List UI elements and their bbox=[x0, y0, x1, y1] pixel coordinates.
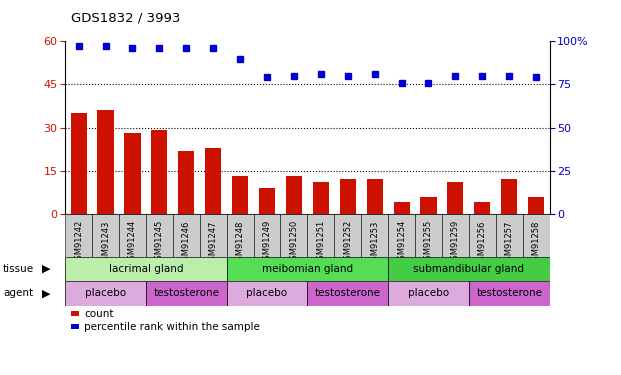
Bar bbox=[496, 214, 523, 257]
Text: GDS1832 / 3993: GDS1832 / 3993 bbox=[71, 11, 181, 24]
Text: GSM91256: GSM91256 bbox=[478, 220, 487, 266]
Text: count: count bbox=[84, 309, 114, 319]
Bar bbox=[200, 214, 227, 257]
Text: GSM91254: GSM91254 bbox=[397, 220, 406, 266]
Text: ▶: ▶ bbox=[42, 264, 51, 274]
Text: placebo: placebo bbox=[408, 288, 449, 298]
Bar bbox=[281, 214, 307, 257]
Text: tissue: tissue bbox=[3, 264, 34, 274]
Bar bbox=[366, 179, 383, 214]
Bar bbox=[124, 133, 140, 214]
Text: lacrimal gland: lacrimal gland bbox=[109, 264, 183, 274]
Text: GSM91251: GSM91251 bbox=[316, 220, 325, 266]
Bar bbox=[97, 110, 114, 214]
Bar bbox=[146, 281, 227, 306]
Bar bbox=[420, 196, 437, 214]
Text: GSM91257: GSM91257 bbox=[505, 220, 514, 266]
Bar bbox=[232, 176, 248, 214]
Bar bbox=[523, 214, 550, 257]
Bar bbox=[388, 214, 415, 257]
Bar bbox=[178, 150, 194, 214]
Text: GSM91248: GSM91248 bbox=[235, 220, 245, 266]
Bar bbox=[119, 214, 146, 257]
Bar bbox=[415, 214, 442, 257]
Bar bbox=[227, 257, 388, 281]
Bar bbox=[469, 214, 496, 257]
Text: ▶: ▶ bbox=[42, 288, 51, 298]
Text: GSM91252: GSM91252 bbox=[343, 220, 352, 266]
Bar bbox=[92, 214, 119, 257]
Text: placebo: placebo bbox=[85, 288, 126, 298]
Text: meibomian gland: meibomian gland bbox=[262, 264, 353, 274]
Bar bbox=[340, 179, 356, 214]
Bar bbox=[71, 113, 87, 214]
Text: GSM91243: GSM91243 bbox=[101, 220, 110, 266]
Text: percentile rank within the sample: percentile rank within the sample bbox=[84, 322, 260, 332]
Bar bbox=[227, 214, 253, 257]
Bar bbox=[469, 281, 550, 306]
Bar bbox=[173, 214, 200, 257]
Text: GSM91245: GSM91245 bbox=[155, 220, 164, 266]
Text: submandibular gland: submandibular gland bbox=[414, 264, 524, 274]
Text: GSM91247: GSM91247 bbox=[209, 220, 218, 266]
Text: GSM91253: GSM91253 bbox=[370, 220, 379, 266]
Text: testosterone: testosterone bbox=[476, 288, 542, 298]
Bar bbox=[501, 179, 517, 214]
Bar bbox=[447, 182, 463, 214]
Text: GSM91259: GSM91259 bbox=[451, 220, 460, 266]
Bar bbox=[528, 196, 544, 214]
Text: GSM91246: GSM91246 bbox=[182, 220, 191, 266]
Bar bbox=[313, 182, 329, 214]
Text: GSM91249: GSM91249 bbox=[263, 220, 271, 266]
Text: testosterone: testosterone bbox=[153, 288, 219, 298]
Text: GSM91258: GSM91258 bbox=[532, 220, 541, 266]
Bar bbox=[65, 281, 146, 306]
Bar bbox=[152, 130, 168, 214]
Bar bbox=[474, 202, 491, 214]
Bar bbox=[205, 148, 221, 214]
Text: agent: agent bbox=[3, 288, 34, 298]
Text: GSM91255: GSM91255 bbox=[424, 220, 433, 266]
Text: GSM91244: GSM91244 bbox=[128, 220, 137, 266]
Bar bbox=[259, 188, 275, 214]
Bar bbox=[307, 281, 388, 306]
Bar bbox=[388, 257, 550, 281]
Text: testosterone: testosterone bbox=[315, 288, 381, 298]
Bar bbox=[227, 281, 307, 306]
Bar bbox=[394, 202, 410, 214]
Text: GSM91250: GSM91250 bbox=[289, 220, 299, 266]
Bar bbox=[442, 214, 469, 257]
Bar bbox=[388, 281, 469, 306]
Bar bbox=[146, 214, 173, 257]
Bar bbox=[65, 214, 92, 257]
Text: placebo: placebo bbox=[247, 288, 288, 298]
Bar bbox=[361, 214, 388, 257]
Bar bbox=[307, 214, 334, 257]
Bar bbox=[286, 176, 302, 214]
Bar bbox=[253, 214, 281, 257]
Bar bbox=[65, 257, 227, 281]
Bar bbox=[334, 214, 361, 257]
Text: GSM91242: GSM91242 bbox=[74, 220, 83, 266]
